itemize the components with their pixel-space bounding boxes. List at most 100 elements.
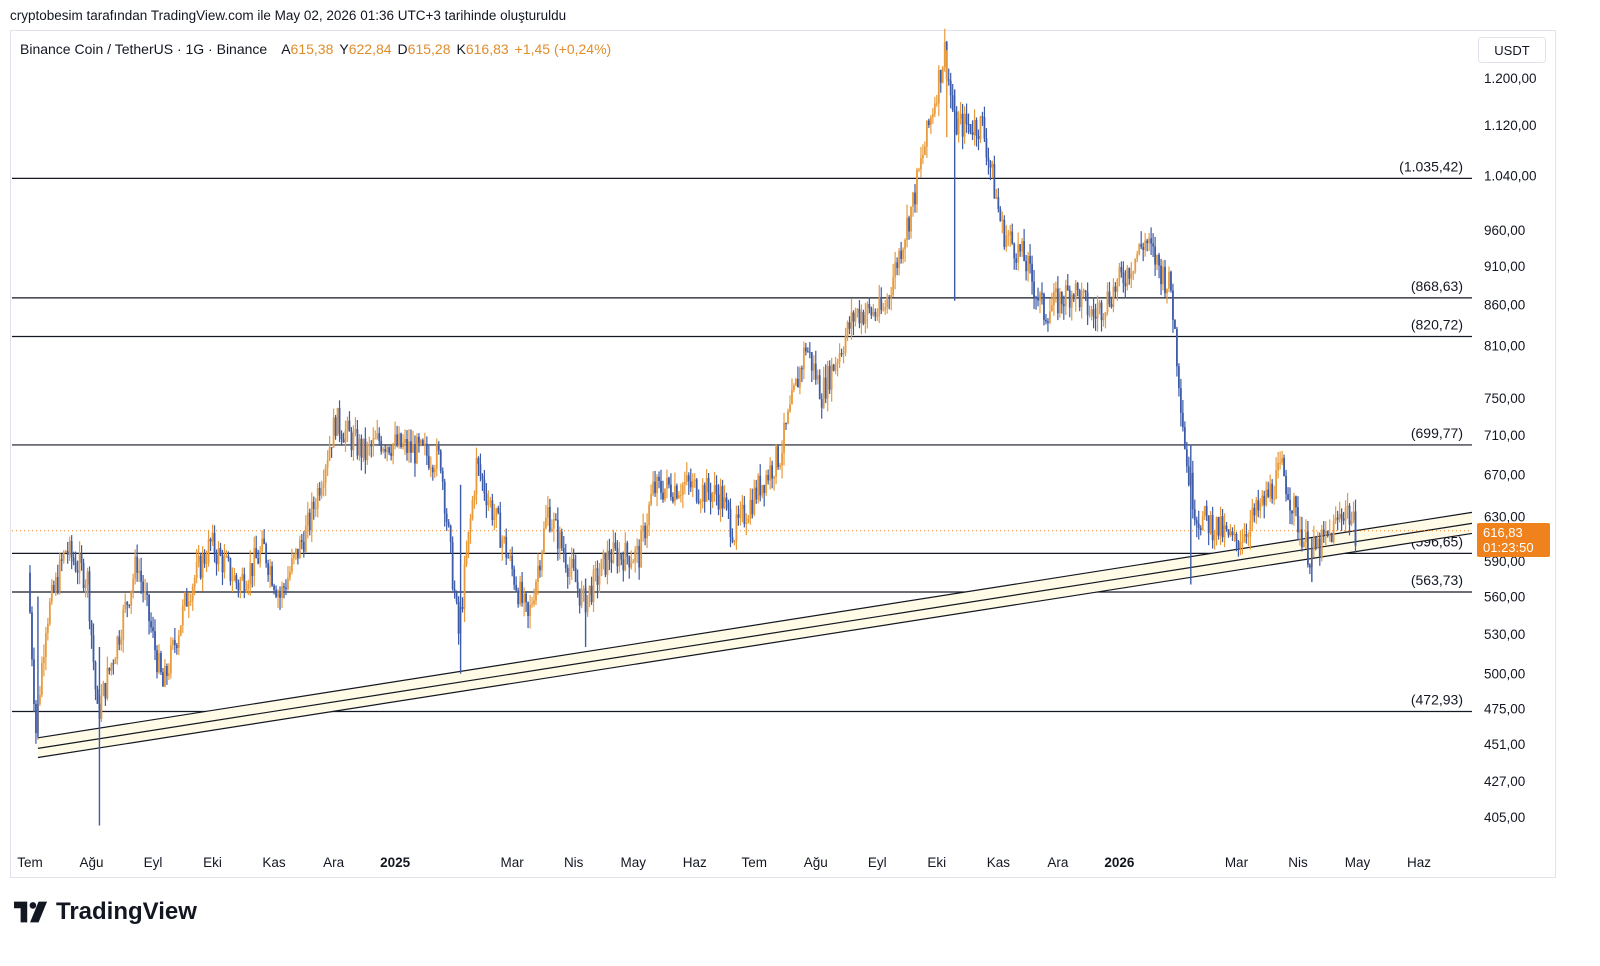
candle-body: [185, 593, 188, 607]
candle-body: [195, 561, 198, 579]
candle-body: [679, 495, 682, 497]
candle-body: [672, 496, 674, 502]
candle-body: [1312, 537, 1315, 550]
candle-body: [173, 640, 176, 646]
candle-body: [1060, 292, 1063, 305]
candle-body: [219, 548, 222, 556]
candle-body: [1241, 542, 1244, 544]
price-tick-label: 960,00: [1484, 223, 1525, 238]
candle-body: [406, 438, 408, 453]
candle-body: [832, 364, 835, 371]
candle-body: [888, 296, 891, 298]
candle-body: [352, 433, 355, 451]
candle-body: [576, 581, 579, 589]
candle-body: [1346, 505, 1349, 508]
candle-body: [378, 433, 381, 441]
price-tick-label: 910,00: [1484, 259, 1525, 274]
candle-body: [78, 553, 81, 573]
candle-body: [235, 575, 238, 583]
candle-body: [558, 531, 561, 549]
candle-body: [824, 377, 827, 399]
time-tick-label: Tem: [17, 855, 43, 870]
tradingview-brand[interactable]: TradingView: [14, 898, 197, 926]
candle-body: [822, 377, 825, 408]
candle-body: [1176, 328, 1178, 367]
candle-body: [207, 539, 210, 563]
candle-body: [416, 436, 418, 464]
candle-body: [920, 158, 922, 170]
candle-body: [160, 653, 162, 673]
candle-body: [654, 481, 656, 494]
candle-body: [1170, 271, 1172, 291]
candle-body: [1094, 316, 1097, 319]
candle-body: [951, 95, 954, 110]
candle-body: [1154, 246, 1156, 265]
candle-body: [233, 575, 236, 581]
time-tick-label: May: [620, 855, 646, 870]
candle-body: [473, 494, 476, 500]
candle-body: [924, 146, 926, 155]
candle-body: [590, 585, 593, 603]
candle-body: [181, 605, 184, 626]
candle-body: [664, 488, 666, 500]
candle-body: [294, 548, 297, 555]
candle-body: [842, 352, 845, 355]
candle-body: [904, 239, 906, 250]
candle-body: [1043, 293, 1045, 320]
candle-body: [33, 659, 35, 704]
candle-body: [967, 123, 970, 125]
candle-body: [681, 484, 684, 496]
candle-body: [989, 161, 992, 168]
candle-body: [937, 69, 940, 104]
chart-frame[interactable]: [10, 30, 1556, 878]
candle-body: [318, 487, 321, 496]
candle-body: [152, 627, 154, 632]
candle-body: [265, 544, 268, 564]
candle-body: [427, 455, 430, 469]
candle-body: [753, 487, 756, 515]
candle-body: [166, 666, 168, 676]
candle-body: [606, 550, 609, 575]
candle-body: [394, 434, 397, 444]
candle-body: [658, 476, 660, 481]
price-tick-label: 860,00: [1484, 298, 1525, 313]
candle-body: [425, 443, 428, 456]
candle-body: [525, 593, 527, 603]
candle-body: [108, 668, 111, 671]
candle-body: [41, 663, 43, 695]
candle-body: [554, 519, 557, 521]
candle-body: [120, 639, 123, 645]
candle-body: [697, 501, 700, 503]
candle-body: [1072, 294, 1075, 300]
candle-body: [1108, 291, 1111, 305]
candle-body: [719, 486, 722, 510]
candle-body: [1326, 531, 1329, 535]
candle-body: [479, 464, 482, 476]
candle-body: [1011, 231, 1014, 244]
candle-body: [703, 484, 706, 502]
candle-body: [971, 132, 974, 135]
candle-body: [957, 118, 960, 135]
open-value: 615,38: [290, 41, 334, 57]
candle-body: [1140, 244, 1143, 248]
candle-body: [1227, 529, 1230, 536]
candle-body: [116, 636, 119, 660]
candle-body: [453, 589, 456, 593]
candle-body: [836, 362, 839, 364]
candle-body: [259, 550, 262, 564]
candle-body: [1120, 266, 1123, 273]
candle-body: [1279, 462, 1281, 464]
time-tick-label: Nis: [564, 855, 584, 870]
candle-body: [539, 565, 541, 571]
candle-body: [691, 480, 694, 488]
level-label: (472,93): [1411, 692, 1463, 708]
candle-body: [350, 431, 353, 451]
candle-body: [800, 368, 803, 370]
candle-body: [1201, 516, 1204, 530]
candle-body: [447, 522, 450, 526]
price-tick-label: 475,00: [1484, 702, 1525, 717]
candle-body: [586, 595, 589, 613]
candle-body: [910, 206, 912, 232]
currency-selector[interactable]: USDT: [1478, 37, 1546, 63]
